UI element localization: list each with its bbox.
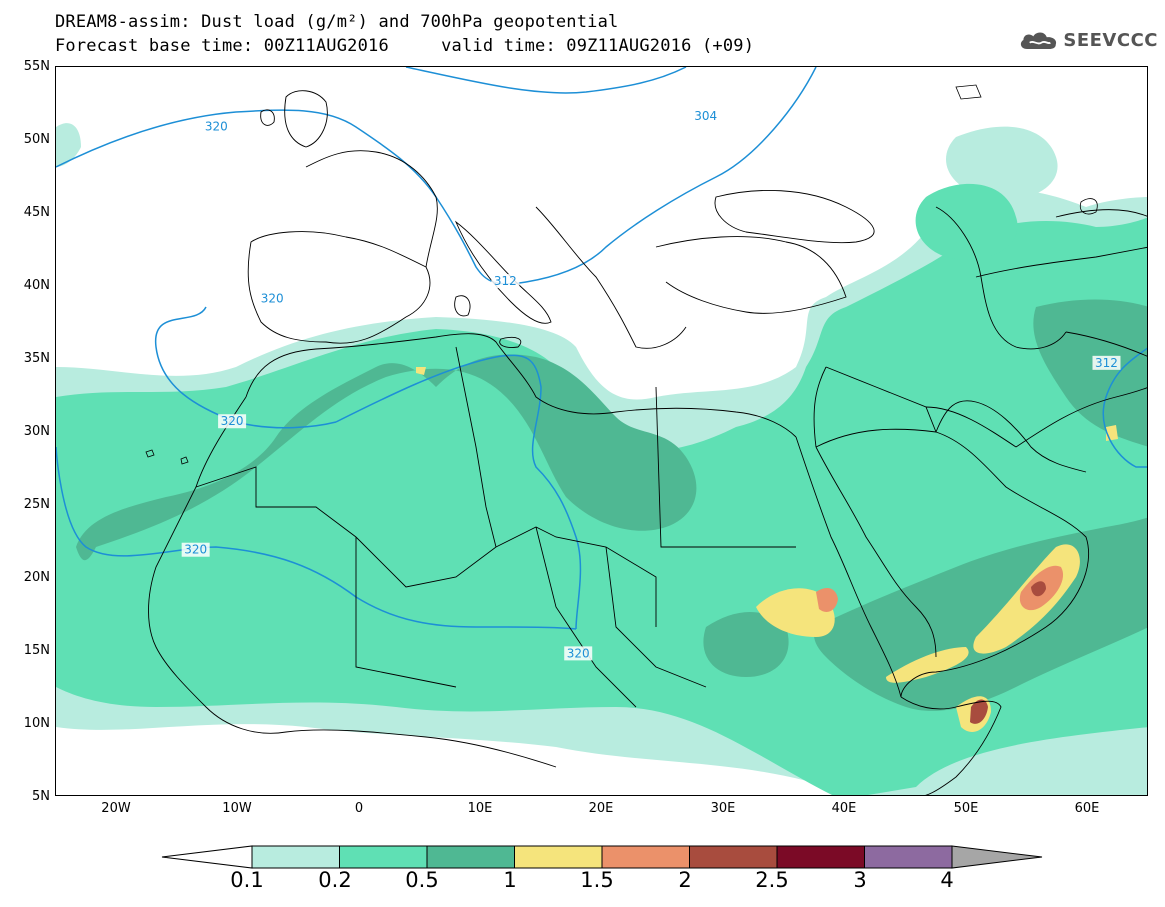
colorbar-under-arrow	[161, 845, 253, 869]
lon-label-10e: 10E	[467, 801, 493, 816]
lat-label-45n: 45N	[23, 205, 50, 220]
lat-label-30n: 30N	[23, 424, 50, 439]
seevccc-logo: SEEVCCC	[1018, 26, 1158, 54]
contour-label-bg	[218, 414, 247, 429]
legend-label-0-5: 0.5	[405, 868, 439, 892]
map-subtitle: Forecast base time: 00Z11AUG2016 valid t…	[55, 36, 755, 56]
lon-label-0: 0	[354, 801, 364, 816]
legend-label-1: 1	[503, 868, 517, 892]
dust-load-map: 320 304 312 320 320 320 320 312	[55, 66, 1148, 796]
islands	[145, 84, 1098, 465]
contour-label-2: 312	[494, 274, 517, 288]
lat-label-5n: 5N	[32, 789, 50, 804]
legend-label-2-5: 2.5	[755, 868, 789, 892]
legend-label-0-1: 0.1	[230, 868, 264, 892]
lon-label-20e: 20E	[588, 801, 614, 816]
contour-label-bg	[258, 291, 287, 306]
colorbar-segment-0	[251, 845, 340, 869]
legend-label-2: 2	[678, 868, 692, 892]
lat-label-20n: 20N	[23, 570, 50, 585]
colorbar-segment-6	[776, 845, 865, 869]
contour-label-bg	[1092, 355, 1121, 370]
map-canvas: 320 304 312 320 320 320 320 312	[56, 67, 1147, 795]
colorbar-segment-5	[689, 845, 778, 869]
contour-label-bg	[691, 109, 720, 124]
contour-label-1: 304	[694, 109, 717, 123]
lon-label-60e: 60E	[1074, 801, 1100, 816]
colorbar-segment-3	[514, 845, 603, 869]
colorbar	[161, 845, 1043, 869]
cloud-icon	[1020, 32, 1057, 49]
dust-field-2	[970, 581, 1046, 724]
contour-labels: 320 304 312 320 320 320 320 312	[181, 109, 1121, 661]
lon-label-10w: 10W	[222, 801, 252, 816]
legend-label-3: 3	[853, 868, 867, 892]
contour-label-bg	[564, 646, 593, 661]
legend-label-1-5: 1.5	[580, 868, 614, 892]
lon-label-30e: 30E	[710, 801, 736, 816]
contour-label-7: 312	[1095, 356, 1118, 370]
colorbar-segment-1	[339, 845, 428, 869]
logo-text: SEEVCCC	[1063, 29, 1158, 51]
contour-label-0: 320	[205, 119, 228, 133]
contour-label-4: 320	[221, 414, 244, 428]
coastlines	[148, 90, 1147, 795]
contour-label-bg	[181, 542, 210, 557]
colorbar-over-arrow	[951, 845, 1043, 869]
lat-label-25n: 25N	[23, 497, 50, 512]
colorbar-segment-2	[426, 845, 515, 869]
colorbar-segment-4	[601, 845, 690, 869]
map-title: DREAM8-assim: Dust load (g/m²) and 700hP…	[55, 12, 619, 32]
contour-label-bg	[491, 274, 520, 289]
contour-label-6: 320	[567, 646, 590, 660]
lon-label-50e: 50E	[953, 801, 979, 816]
legend-label-0-2: 0.2	[318, 868, 352, 892]
lat-label-55n: 55N	[23, 59, 50, 74]
lat-label-15n: 15N	[23, 643, 50, 658]
lat-label-50n: 50N	[23, 132, 50, 147]
lon-label-40e: 40E	[831, 801, 857, 816]
colorbar-segment-7	[864, 845, 953, 869]
legend-label-4: 4	[940, 868, 954, 892]
lat-label-10n: 10N	[23, 716, 50, 731]
lat-label-35n: 35N	[23, 351, 50, 366]
lat-label-40n: 40N	[23, 278, 50, 293]
contour-label-3: 320	[261, 292, 284, 306]
contour-label-bg	[202, 119, 231, 134]
contour-label-5: 320	[184, 543, 207, 557]
lon-label-20w: 20W	[101, 801, 131, 816]
